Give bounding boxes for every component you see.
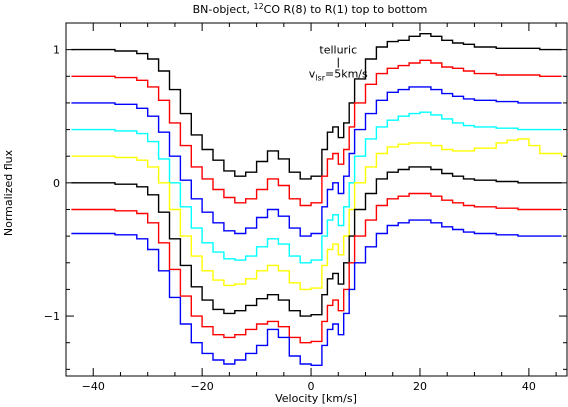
- tick-layer: −40 −20 0 20 40 −1 0 1: [44, 22, 567, 393]
- series-line-4: [71, 111, 562, 264]
- vlsr-label-sub: lsr: [315, 74, 325, 83]
- series-line-3: [71, 86, 562, 237]
- series-layer: [71, 33, 563, 366]
- vlsr-label-rest: =5km/s: [325, 68, 368, 81]
- x-axis-label: Velocity [km/s]: [275, 392, 357, 405]
- chart-title-rest: CO R(8) to R(1) top to bottom: [264, 3, 428, 16]
- x-tick-label: 40: [522, 380, 536, 393]
- series-line-6: [71, 166, 562, 317]
- y-tick-label: −1: [44, 310, 60, 323]
- x-tick-label: 0: [308, 380, 315, 393]
- chart-title-superscript: 12: [253, 2, 263, 11]
- x-tick-label: 20: [413, 380, 427, 393]
- chart-title-main: BN-object,: [193, 3, 254, 16]
- y-axis-label: Normalized flux: [2, 149, 15, 236]
- chart-title: BN-object, 12CO R(8) to R(1) top to bott…: [193, 2, 428, 16]
- series-line-5: [71, 138, 563, 291]
- telluric-label: telluric: [319, 44, 357, 57]
- annotation-layer: telluric vlsr=5km/s: [309, 44, 368, 83]
- series-line-2: [71, 59, 562, 207]
- plot-frame: [65, 22, 568, 377]
- x-tick-label: −40: [82, 380, 105, 393]
- x-tick-label: −20: [191, 380, 214, 393]
- series-line-7: [71, 192, 562, 344]
- series-line-1: [71, 33, 562, 180]
- y-tick-label: 0: [53, 177, 60, 190]
- vlsr-label-v: v: [309, 68, 316, 81]
- y-tick-label: 1: [53, 44, 60, 57]
- vlsr-label: vlsr=5km/s: [309, 68, 368, 83]
- series-line-8: [71, 219, 562, 366]
